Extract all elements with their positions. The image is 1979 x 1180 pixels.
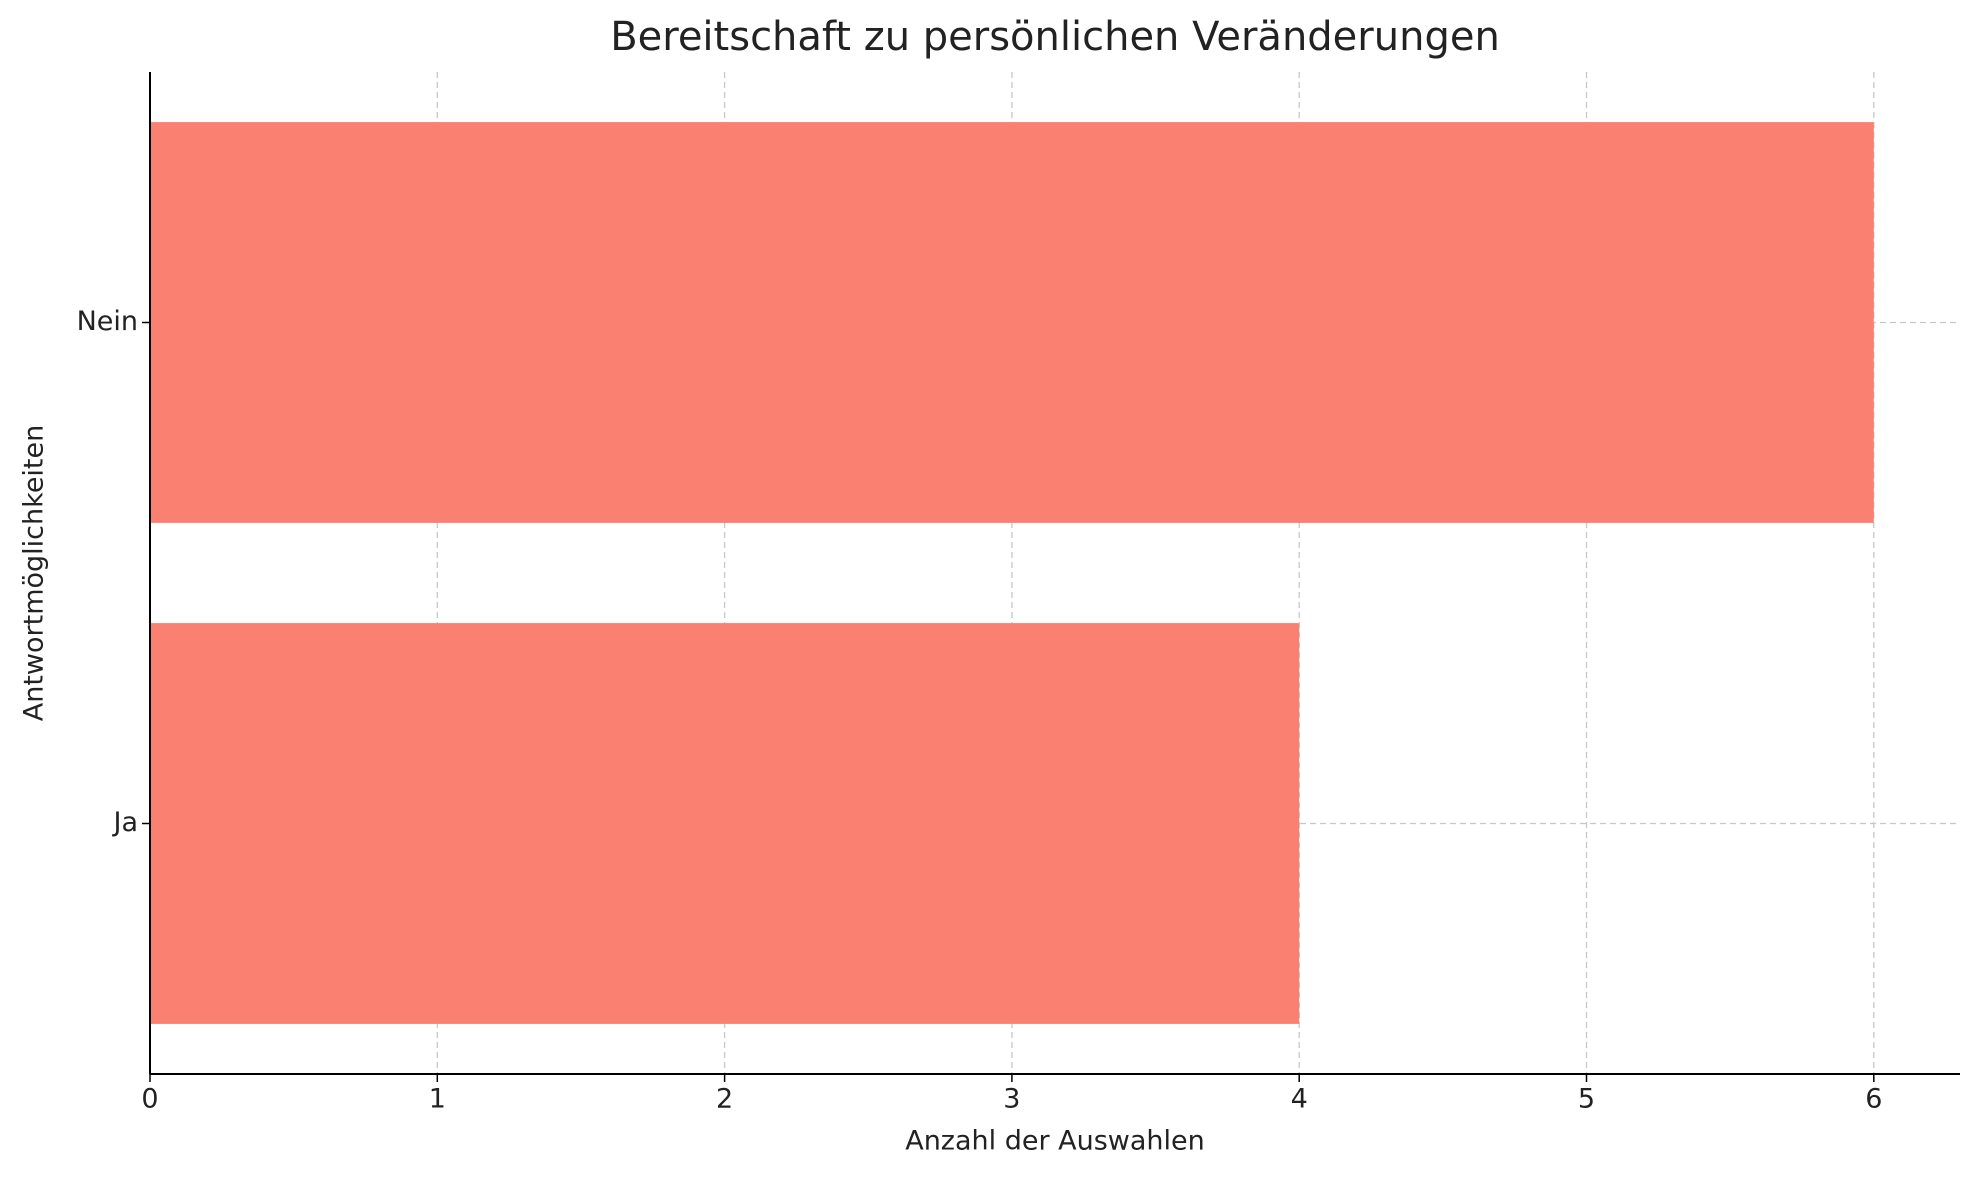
x-tick-label: 1 xyxy=(429,1084,446,1115)
x-tick-label: 5 xyxy=(1578,1084,1595,1115)
bar xyxy=(150,122,1874,523)
x-tick-label: 4 xyxy=(1291,1084,1308,1115)
bar xyxy=(150,623,1300,1024)
x-axis-label: Anzahl der Auswahlen xyxy=(905,1126,1205,1157)
x-tick-label: 6 xyxy=(1865,1084,1882,1115)
x-tick-label: 3 xyxy=(1003,1084,1020,1115)
chart-title: Bereitschaft zu persönlichen Veränderung… xyxy=(610,14,1500,60)
y-tick-label: Ja xyxy=(111,807,138,838)
x-tick-label: 0 xyxy=(141,1084,158,1115)
x-tick-label: 2 xyxy=(716,1084,733,1115)
y-tick-label: Nein xyxy=(77,306,138,337)
y-axis-label: Antwortmöglichkeiten xyxy=(19,425,50,721)
